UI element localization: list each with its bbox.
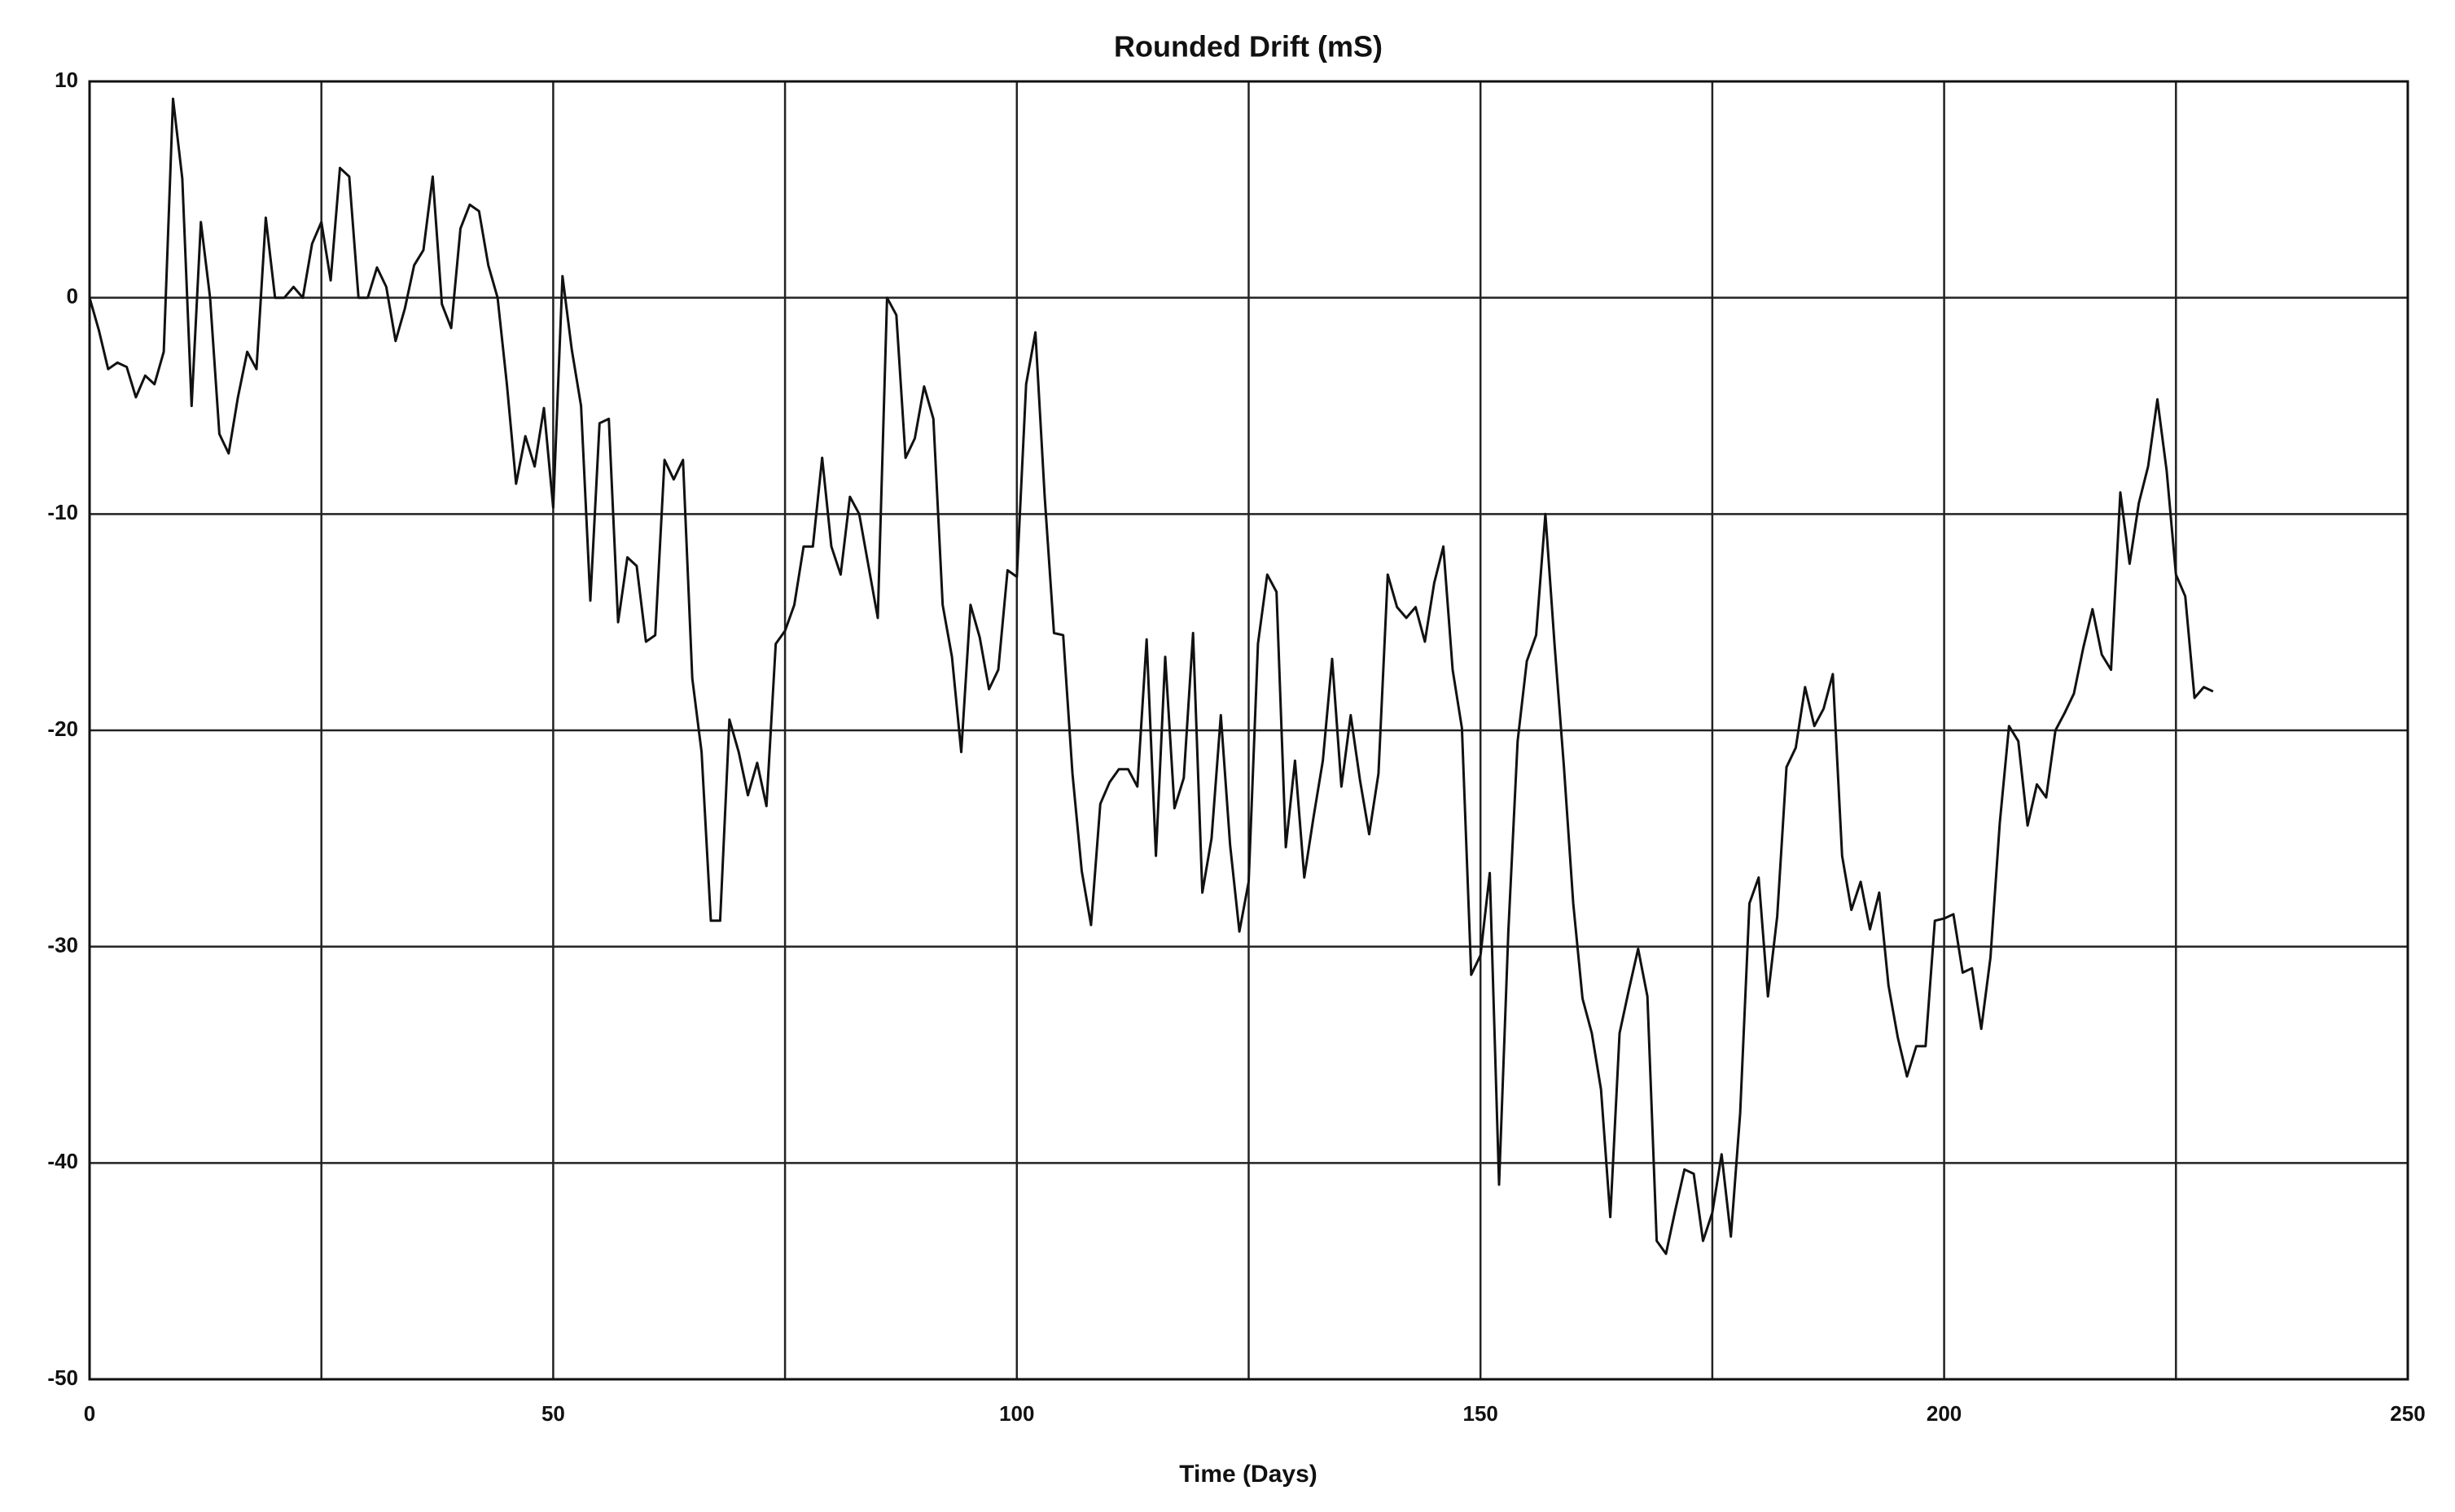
x-tick-label: 150 [1463, 1401, 1498, 1426]
chart-title: Rounded Drift (mS) [1114, 30, 1383, 64]
y-tick-label: -30 [47, 933, 78, 958]
x-tick-label: 0 [84, 1401, 95, 1426]
x-axis-label: Time (Days) [1179, 1461, 1317, 1488]
y-tick-label: -40 [47, 1149, 78, 1173]
x-tick-label: 200 [1927, 1401, 1962, 1426]
plot-frame [88, 80, 2409, 1381]
y-tick-label: -10 [47, 500, 78, 524]
y-tick-label: -50 [47, 1365, 78, 1390]
y-tick-label: 0 [67, 284, 78, 309]
x-tick-label: 50 [541, 1401, 565, 1426]
y-tick-label: -20 [47, 717, 78, 741]
data-line [88, 97, 2214, 1256]
x-tick-label: 250 [2390, 1401, 2425, 1426]
y-tick-label: 10 [55, 68, 78, 92]
x-tick-label: 100 [999, 1401, 1034, 1426]
